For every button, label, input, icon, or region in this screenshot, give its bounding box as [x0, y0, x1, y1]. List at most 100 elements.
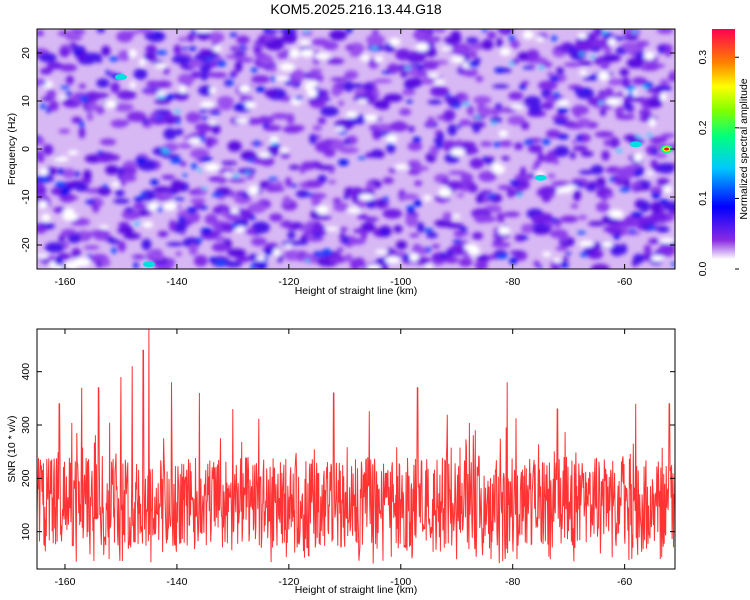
heatmap-cell	[394, 164, 409, 170]
heatmap-cell	[38, 53, 57, 63]
heatmap-cell	[345, 29, 353, 34]
heatmap-cell	[162, 150, 170, 154]
heatmap-cell	[393, 225, 403, 233]
heatmap-cell	[294, 96, 303, 101]
heatmap-cell	[37, 30, 45, 37]
heatmap-cell	[235, 256, 251, 263]
heatmap-cell	[382, 208, 403, 219]
heatmap-image	[37, 29, 675, 269]
heatmap-cell	[168, 219, 177, 232]
heatmap-cell	[338, 146, 359, 154]
heatmap-cell	[517, 51, 529, 61]
heatmap-cell	[432, 29, 447, 33]
heatmap-cell	[534, 228, 550, 235]
heatmap-cell	[521, 223, 534, 234]
heatmap-cell	[216, 60, 227, 67]
heatmap-cell	[349, 258, 361, 269]
heatmap-cell	[176, 118, 181, 125]
heatmap-cell	[450, 30, 461, 40]
heatmap-cell	[102, 184, 108, 189]
heatmap-cell	[637, 216, 658, 228]
heatmap-cell	[408, 159, 421, 165]
heatmap-cell	[599, 61, 610, 69]
heatmap-cell	[598, 101, 604, 105]
heatmap-cell	[194, 122, 213, 133]
heatmap-cell	[67, 233, 81, 244]
heatmap-cell	[316, 165, 336, 171]
heatmap-cell	[312, 124, 323, 132]
heatmap-cell	[185, 111, 201, 124]
heatmap-cell	[157, 95, 165, 99]
heatmap-cell	[466, 105, 475, 116]
heatmap-cell	[178, 142, 193, 149]
heatmap-cell	[380, 262, 389, 269]
heatmap-cell	[571, 139, 578, 144]
heatmap-cell	[534, 160, 541, 167]
heatmap-cell	[364, 114, 378, 122]
heatmap-cell	[537, 265, 543, 269]
heatmap-cell	[237, 168, 256, 175]
heatmap-cell	[537, 80, 558, 91]
heatmap-cell	[155, 50, 168, 56]
heatmap-cell	[573, 41, 593, 52]
heatmap-cell	[209, 87, 216, 94]
heatmap-cell	[442, 211, 453, 221]
x-tick-label: -140	[166, 576, 187, 588]
heatmap-xlabel: Height of straight line (km)	[295, 285, 418, 297]
heatmap-cell	[199, 49, 220, 59]
heatmap-cell	[399, 108, 412, 116]
heatmap-cell	[342, 236, 349, 244]
heatmap-cell	[494, 67, 507, 74]
heatmap-cell	[469, 41, 486, 51]
heatmap-cell	[170, 157, 183, 164]
heatmap-cell	[198, 85, 215, 96]
heatmap-cell	[59, 94, 66, 100]
heatmap-cell	[299, 39, 311, 45]
heatmap-cell	[551, 115, 570, 120]
heatmap-cell	[360, 229, 368, 240]
heatmap-cell	[422, 60, 439, 70]
heatmap-cell	[547, 173, 556, 179]
heatmap-cell	[446, 93, 451, 98]
colorbar-tick-label: 0.2	[697, 120, 709, 135]
heatmap-cell	[407, 141, 423, 151]
heatmap-cell	[491, 121, 497, 125]
heatmap-cell	[650, 255, 665, 262]
heatmap-cell	[154, 32, 162, 37]
heatmap-cell	[37, 225, 47, 234]
heatmap-cell	[370, 46, 379, 50]
heatmap-cell	[180, 78, 193, 88]
heatmap-cell	[118, 221, 130, 228]
heatmap-cell	[658, 244, 675, 257]
heatmap-cell	[211, 242, 230, 253]
heatmap-cell	[476, 114, 481, 118]
heatmap-cell	[416, 222, 425, 233]
heatmap-cell	[288, 164, 301, 170]
heatmap-cell	[200, 156, 213, 162]
heatmap-cell	[104, 164, 119, 176]
heatmap-cell	[415, 29, 434, 33]
heatmap-cell	[492, 238, 504, 244]
heatmap-cell	[39, 67, 53, 75]
heatmap-cell	[250, 263, 256, 269]
heatmap-cell	[376, 199, 386, 208]
heatmap-cell	[356, 198, 365, 210]
heatmap-cell	[205, 136, 213, 149]
heatmap-cell	[496, 212, 505, 223]
heatmap-cell	[535, 36, 545, 42]
heatmap-cell	[56, 256, 62, 264]
heatmap-cell	[366, 264, 382, 269]
heatmap-cell	[265, 242, 279, 249]
heatmap-cell	[425, 47, 437, 58]
heatmap-cell	[196, 29, 212, 33]
heatmap-cell	[161, 174, 176, 180]
heatmap-cell	[514, 233, 526, 242]
heatmap-cell	[174, 110, 181, 114]
heatmap-cell	[217, 177, 227, 185]
heatmap-cell	[579, 69, 588, 76]
heatmap-cell	[489, 116, 503, 123]
heatmap-cell	[114, 189, 125, 197]
heatmap-cell	[285, 124, 305, 132]
y-tick-label: 400	[20, 363, 32, 381]
heatmap-cell	[245, 117, 264, 125]
